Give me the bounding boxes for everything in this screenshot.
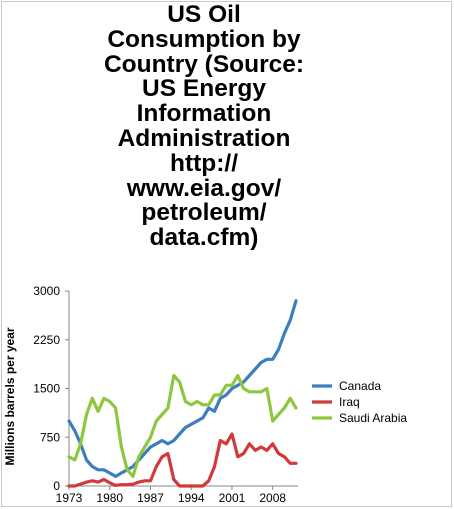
chart-title-line: Information xyxy=(136,100,272,128)
x-tick-label: 2008 xyxy=(259,491,286,505)
x-tick-label: 1994 xyxy=(178,491,205,505)
legend-label: Iraq xyxy=(339,395,360,409)
chart-title-line: data.cfm) xyxy=(149,224,259,252)
series-line-canada xyxy=(67,299,298,478)
y-tick-label: 0 xyxy=(53,479,60,493)
x-tick-label: 2001 xyxy=(219,491,246,505)
chart-title-line: Country (Source: xyxy=(103,50,305,78)
chart-title-line: US Oil xyxy=(167,1,241,28)
x-tick-label: 1987 xyxy=(137,491,164,505)
series-line-saudi-arabia xyxy=(67,373,298,478)
x-tick-label: 1980 xyxy=(96,491,123,505)
series-line-iraq xyxy=(67,432,298,488)
chart-title-line: Consumption by xyxy=(107,25,301,53)
legend-label: Canada xyxy=(339,379,381,393)
chart-title-line: http:// xyxy=(169,149,239,177)
x-tick-label: 1973 xyxy=(56,491,83,505)
y-tick-label: 3000 xyxy=(33,284,60,298)
y-axis-label: Millions barrels per year xyxy=(3,327,17,465)
legend-label: Saudi Arabia xyxy=(339,411,407,425)
chart-title-line: petroleum/ xyxy=(141,199,267,227)
chart-title: US Oil Consumption by Country (Source: US E… xyxy=(24,1,384,252)
y-tick-label: 1500 xyxy=(33,382,60,396)
y-tick-label: 750 xyxy=(40,430,60,444)
y-tick-label: 2250 xyxy=(33,333,60,347)
chart-title-line: www.eia.gov/ xyxy=(126,174,282,202)
chart-title-line: Administration xyxy=(117,124,291,152)
chart-title-line: US Energy xyxy=(142,75,266,103)
